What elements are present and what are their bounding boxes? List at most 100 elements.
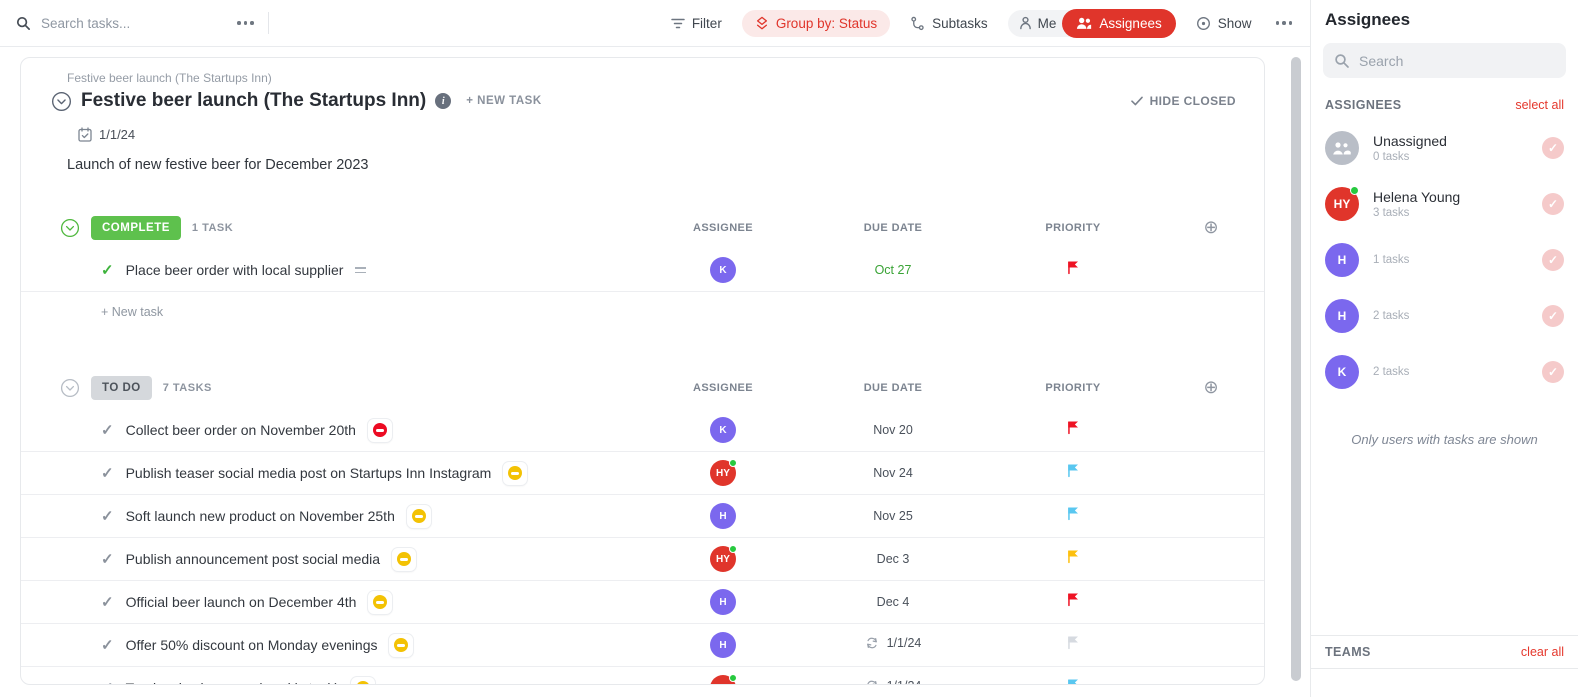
show-button[interactable]: Show (1196, 16, 1252, 31)
clear-all-link[interactable]: clear all (1520, 645, 1564, 659)
breadcrumb[interactable]: Festive beer launch (The Startups Inn) (67, 71, 272, 85)
user-row[interactable]: Unassigned 0 tasks ✓ (1311, 120, 1578, 176)
due-date-cell[interactable]: Oct 27 (875, 263, 912, 277)
hide-closed-toggle[interactable]: HIDE CLOSED (1130, 94, 1236, 108)
assignee-avatar[interactable]: HY (710, 459, 737, 486)
search-more-icon[interactable] (233, 17, 258, 29)
new-task-row[interactable]: + New task (101, 305, 164, 319)
task-priority-emoji[interactable] (351, 676, 376, 684)
task-check-icon[interactable]: ✓ (101, 679, 114, 684)
task-check-icon[interactable]: ✓ (101, 422, 114, 439)
priority-flag-icon[interactable] (1066, 420, 1080, 435)
sidebar-search[interactable] (1323, 43, 1566, 78)
priority-flag-icon[interactable] (1066, 592, 1080, 607)
user-selected-check[interactable]: ✓ (1542, 305, 1564, 327)
task-priority-emoji[interactable] (406, 504, 431, 528)
assignee-avatar[interactable]: H (710, 503, 736, 529)
subtasks-button[interactable]: Subtasks (910, 16, 988, 31)
status-badge[interactable]: TO DO (91, 376, 152, 400)
due-date-cell[interactable]: Nov 25 (873, 509, 913, 523)
user-selected-check[interactable]: ✓ (1542, 193, 1564, 215)
user-selected-check[interactable]: ✓ (1542, 361, 1564, 383)
priority-flag-icon[interactable] (1066, 463, 1080, 478)
task-priority-emoji[interactable] (368, 590, 393, 614)
assignee-avatar[interactable]: HY (710, 545, 737, 572)
column-header-assignee[interactable]: ASSIGNEE (692, 382, 754, 394)
select-all-link[interactable]: select all (1515, 98, 1564, 112)
task-row[interactable]: ✓ Soft launch new product on November 25… (21, 495, 1264, 538)
task-row[interactable]: ✓ Offer 50% discount on Monday evenings … (21, 624, 1264, 667)
user-avatar[interactable]: H (1325, 243, 1359, 277)
task-name[interactable]: Collect beer order on November 20th (125, 422, 356, 438)
priority-flag-icon[interactable] (1066, 678, 1080, 685)
user-row[interactable]: H 2 tasks ✓ (1311, 288, 1578, 344)
task-check-icon[interactable]: ✓ (101, 262, 114, 279)
user-avatar[interactable] (1325, 131, 1359, 165)
priority-flag-icon[interactable] (1066, 635, 1080, 650)
user-row[interactable]: H 1 tasks ✓ (1311, 232, 1578, 288)
user-row[interactable]: HY Helena Young 3 tasks ✓ (1311, 176, 1578, 232)
group-collapse-icon[interactable] (60, 378, 80, 398)
collapse-list-icon[interactable] (51, 91, 72, 112)
column-header-due-date[interactable]: DUE DATE (863, 222, 923, 234)
task-description-icon[interactable] (355, 266, 367, 274)
priority-flag-icon[interactable] (1066, 506, 1080, 521)
add-column-icon[interactable]: ⊕ (1203, 217, 1219, 237)
task-name[interactable]: Offer 50% discount on Monday evenings (125, 637, 378, 653)
task-search[interactable] (16, 15, 191, 31)
column-header-priority[interactable]: PRIORITY (1045, 222, 1101, 234)
task-check-icon[interactable]: ✓ (101, 594, 114, 611)
sidebar-search-input[interactable] (1359, 52, 1529, 69)
user-avatar[interactable]: K (1325, 355, 1359, 389)
task-check-icon[interactable]: ✓ (101, 637, 114, 654)
assignee-avatar[interactable]: K (710, 257, 736, 283)
user-avatar[interactable]: HY (1325, 186, 1359, 221)
task-check-icon[interactable]: ✓ (101, 508, 114, 525)
due-date-cell[interactable]: Dec 4 (877, 595, 910, 609)
assignee-avatar[interactable]: HY (710, 674, 737, 684)
info-icon[interactable]: i (435, 93, 452, 109)
task-name[interactable]: Publish announcement post social media (125, 551, 381, 567)
task-name[interactable]: Official beer launch on December 4th (125, 594, 357, 610)
task-name[interactable]: Place beer order with local supplier (125, 262, 344, 278)
assignee-avatar[interactable]: H (710, 589, 736, 615)
due-date-cell[interactable]: 1/1/24 (865, 636, 921, 650)
task-priority-emoji[interactable] (503, 461, 528, 485)
due-date-cell[interactable]: Dec 3 (877, 552, 910, 566)
add-column-icon[interactable]: ⊕ (1203, 377, 1219, 397)
user-selected-check[interactable]: ✓ (1542, 137, 1564, 159)
assignee-avatar[interactable]: H (710, 632, 736, 658)
priority-flag-icon[interactable] (1066, 260, 1080, 275)
task-row[interactable]: ✓ Place beer order with local supplier K… (21, 249, 1264, 292)
toolbar-more-icon[interactable] (1272, 17, 1297, 29)
column-header-assignee[interactable]: ASSIGNEE (692, 222, 754, 234)
user-avatar[interactable]: H (1325, 299, 1359, 333)
list-description[interactable]: Launch of new festive beer for December … (67, 157, 369, 173)
vertical-scrollbar[interactable] (1291, 57, 1301, 681)
status-badge[interactable]: COMPLETE (91, 216, 181, 240)
group-by-button[interactable]: Group by: Status (741, 9, 891, 37)
due-date-cell[interactable]: 1/1/24 (865, 679, 921, 684)
assignee-avatar[interactable]: K (710, 417, 736, 443)
task-priority-emoji[interactable] (392, 547, 417, 571)
group-collapse-icon[interactable] (60, 218, 80, 238)
due-date-cell[interactable]: Nov 20 (873, 423, 913, 437)
task-priority-emoji[interactable] (389, 633, 414, 657)
search-input[interactable] (41, 15, 191, 31)
user-row[interactable]: K 2 tasks ✓ (1311, 344, 1578, 400)
task-row[interactable]: ✓ Collect beer order on November 20th K … (21, 409, 1264, 452)
task-row[interactable]: ✓ Publish teaser social media post on St… (21, 452, 1264, 495)
task-check-icon[interactable]: ✓ (101, 551, 114, 568)
filter-button[interactable]: Filter (671, 16, 722, 31)
task-priority-emoji[interactable] (367, 418, 392, 442)
column-header-priority[interactable]: PRIORITY (1045, 382, 1101, 394)
task-row[interactable]: ✓ Official beer launch on December 4th H… (21, 581, 1264, 624)
new-task-button[interactable]: + NEW TASK (466, 95, 542, 107)
task-row[interactable]: ✓ Track sales increase (weekly task) HY … (21, 667, 1264, 685)
task-row[interactable]: ✓ Publish announcement post social media… (21, 538, 1264, 581)
task-name[interactable]: Track sales increase (weekly task) (126, 680, 339, 684)
column-header-due-date[interactable]: DUE DATE (863, 382, 923, 394)
due-date-cell[interactable]: Nov 24 (873, 466, 913, 480)
list-date[interactable]: 1/1/24 (78, 127, 1264, 142)
task-name[interactable]: Soft launch new product on November 25th (125, 508, 395, 524)
